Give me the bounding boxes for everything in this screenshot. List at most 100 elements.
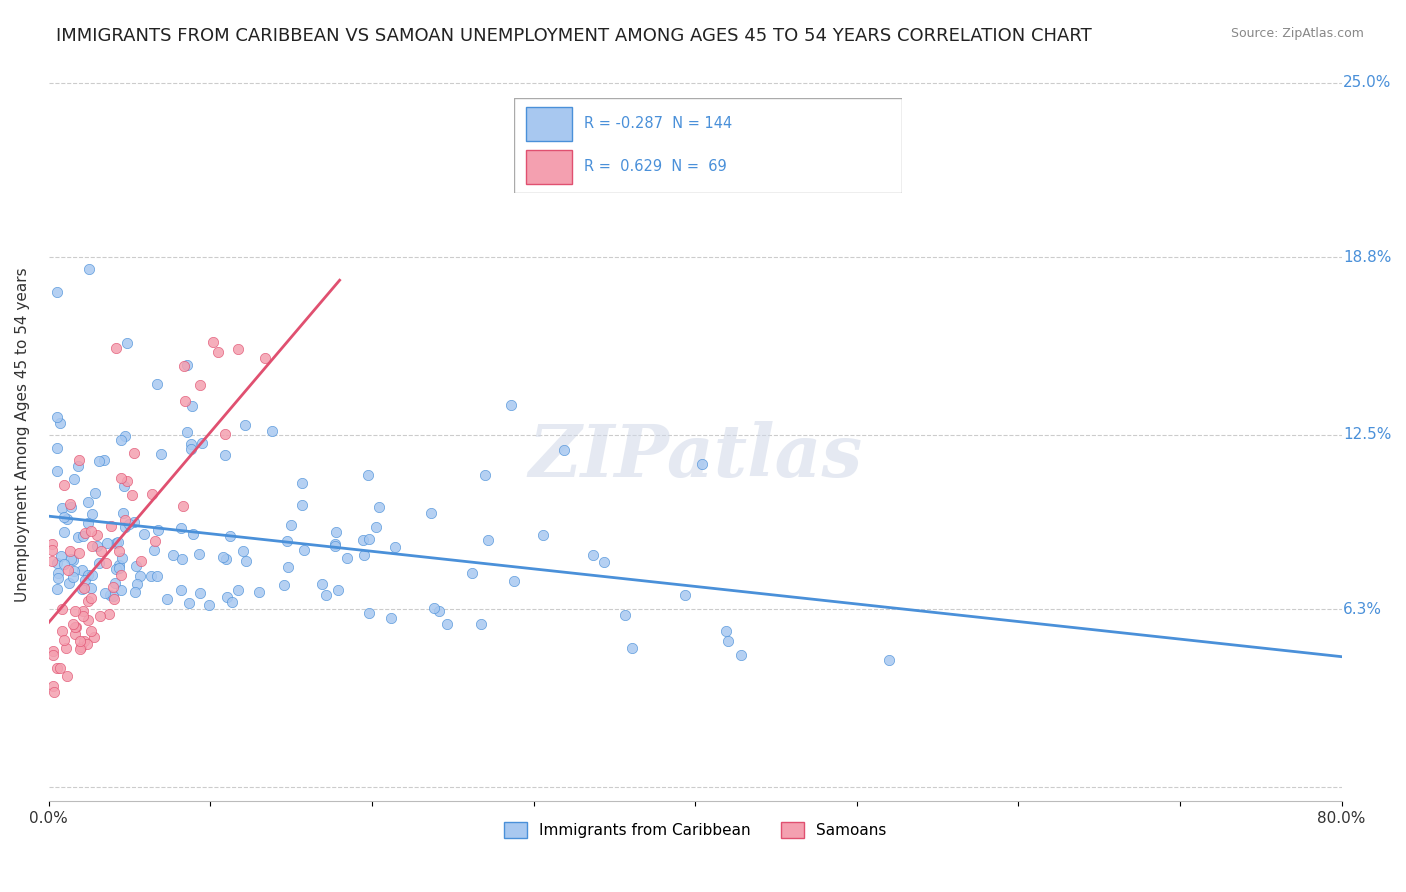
Immigrants from Caribbean	[70, 563, 93, 577]
Immigrants from Caribbean	[714, 624, 737, 639]
Text: 25.0%: 25.0%	[1343, 75, 1391, 90]
Immigrants from Caribbean	[76, 567, 98, 582]
Immigrants from Caribbean	[326, 582, 349, 597]
Immigrants from Caribbean	[582, 549, 605, 563]
Immigrants from Caribbean	[128, 568, 150, 582]
Immigrants from Caribbean	[353, 549, 375, 563]
Immigrants from Caribbean	[101, 589, 124, 603]
Immigrants from Caribbean	[77, 495, 100, 509]
Samoans	[124, 446, 146, 460]
Samoans	[82, 539, 104, 553]
Immigrants from Caribbean	[107, 534, 129, 549]
Immigrants from Caribbean	[146, 569, 169, 583]
Samoans	[117, 474, 139, 488]
Samoans	[98, 607, 121, 621]
Samoans	[59, 497, 82, 511]
Samoans	[65, 620, 87, 634]
Text: 12.5%: 12.5%	[1343, 427, 1391, 442]
Immigrants from Caribbean	[420, 506, 443, 520]
Immigrants from Caribbean	[503, 574, 526, 589]
Immigrants from Caribbean	[45, 464, 67, 478]
Samoans	[72, 609, 94, 624]
Immigrants from Caribbean	[62, 553, 84, 567]
Immigrants from Caribbean	[46, 566, 69, 580]
Immigrants from Caribbean	[62, 570, 84, 584]
Immigrants from Caribbean	[96, 535, 118, 549]
Immigrants from Caribbean	[215, 591, 238, 605]
Immigrants from Caribbean	[134, 527, 156, 541]
Samoans	[188, 378, 211, 392]
Immigrants from Caribbean	[77, 262, 100, 277]
Samoans	[172, 499, 194, 513]
Immigrants from Caribbean	[60, 500, 83, 514]
Immigrants from Caribbean	[211, 550, 233, 565]
Text: ZIPatlas: ZIPatlas	[529, 421, 862, 492]
Immigrants from Caribbean	[59, 552, 82, 566]
Immigrants from Caribbean	[170, 582, 193, 597]
Immigrants from Caribbean	[62, 473, 84, 487]
Immigrants from Caribbean	[125, 558, 148, 573]
Immigrants from Caribbean	[384, 541, 406, 555]
Immigrants from Caribbean	[531, 527, 554, 541]
Immigrants from Caribbean	[63, 564, 86, 578]
Immigrants from Caribbean	[142, 543, 165, 558]
Samoans	[201, 334, 224, 349]
Immigrants from Caribbean	[73, 573, 96, 587]
Immigrants from Caribbean	[232, 543, 254, 558]
Immigrants from Caribbean	[461, 566, 484, 581]
Samoans	[129, 554, 152, 568]
Immigrants from Caribbean	[51, 501, 73, 516]
Immigrants from Caribbean	[70, 582, 93, 597]
Immigrants from Caribbean	[45, 285, 67, 299]
Immigrants from Caribbean	[45, 556, 67, 570]
Immigrants from Caribbean	[117, 517, 139, 532]
Samoans	[226, 342, 249, 356]
Samoans	[72, 581, 94, 595]
Samoans	[52, 477, 75, 491]
Samoans	[45, 661, 67, 675]
Immigrants from Caribbean	[233, 417, 256, 432]
Samoans	[107, 544, 129, 558]
Immigrants from Caribbean	[170, 520, 193, 534]
Immigrants from Caribbean	[80, 568, 103, 582]
Immigrants from Caribbean	[323, 537, 346, 551]
Immigrants from Caribbean	[336, 550, 359, 565]
Samoans	[86, 527, 108, 541]
Immigrants from Caribbean	[72, 529, 94, 543]
Immigrants from Caribbean	[247, 585, 270, 599]
Immigrants from Caribbean	[276, 560, 298, 574]
Samoans	[44, 685, 66, 699]
Legend: Immigrants from Caribbean, Samoans: Immigrants from Caribbean, Samoans	[498, 816, 893, 845]
Samoans	[75, 526, 97, 541]
Samoans	[70, 640, 93, 654]
Immigrants from Caribbean	[66, 458, 89, 473]
Immigrants from Caribbean	[226, 582, 249, 597]
Samoans	[63, 604, 86, 618]
Samoans	[207, 345, 229, 359]
Immigrants from Caribbean	[273, 578, 295, 592]
Immigrants from Caribbean	[357, 533, 380, 547]
Samoans	[79, 591, 101, 606]
Immigrants from Caribbean	[325, 524, 347, 539]
Immigrants from Caribbean	[150, 447, 173, 461]
Samoans	[41, 537, 63, 551]
Immigrants from Caribbean	[593, 556, 616, 570]
Immigrants from Caribbean	[180, 442, 202, 456]
Immigrants from Caribbean	[80, 508, 103, 522]
Immigrants from Caribbean	[53, 558, 76, 572]
Samoans	[59, 544, 82, 558]
Samoans	[110, 471, 132, 485]
Immigrants from Caribbean	[49, 416, 72, 430]
Immigrants from Caribbean	[177, 596, 200, 610]
Immigrants from Caribbean	[127, 577, 149, 591]
Immigrants from Caribbean	[52, 509, 75, 524]
Samoans	[83, 630, 105, 644]
Immigrants from Caribbean	[77, 516, 100, 531]
Immigrants from Caribbean	[276, 533, 298, 548]
Immigrants from Caribbean	[673, 588, 696, 602]
Immigrants from Caribbean	[280, 517, 302, 532]
Samoans	[41, 648, 63, 662]
Immigrants from Caribbean	[58, 576, 80, 591]
Immigrants from Caribbean	[717, 634, 740, 648]
Immigrants from Caribbean	[221, 595, 243, 609]
